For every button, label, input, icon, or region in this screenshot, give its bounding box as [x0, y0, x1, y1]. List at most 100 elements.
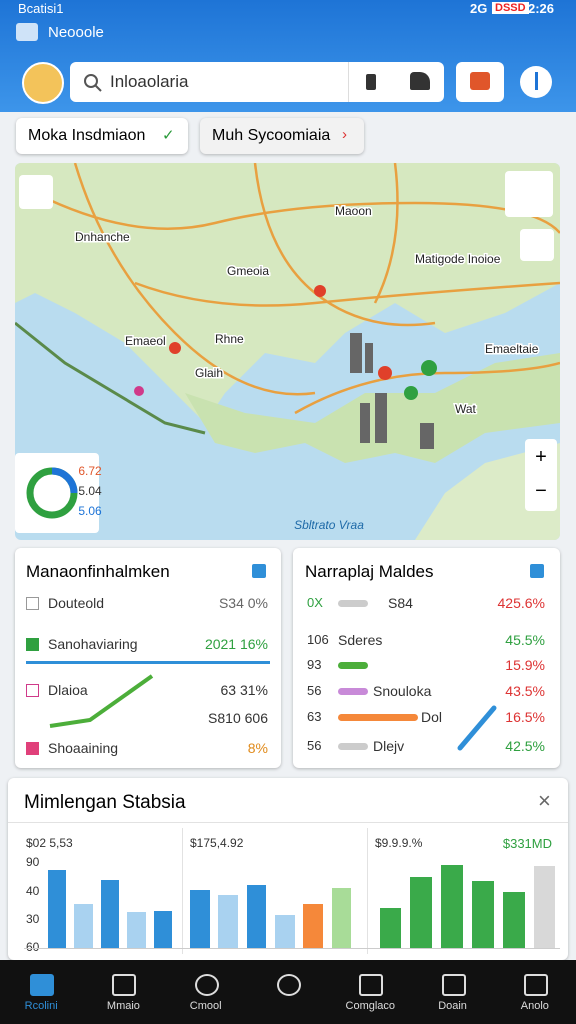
- nav-label[interactable]: Rcolini: [24, 1000, 58, 1012]
- y-label: 90: [26, 855, 40, 869]
- row-value: S810 606: [208, 710, 268, 726]
- avatar[interactable]: [22, 62, 64, 104]
- map-button[interactable]: [520, 229, 554, 261]
- map-button[interactable]: [505, 171, 553, 217]
- search-box[interactable]: [70, 62, 444, 102]
- bar: [48, 870, 67, 948]
- coast: [15, 321, 206, 435]
- row-icon: [26, 638, 39, 651]
- y-label: 40: [26, 884, 40, 898]
- nav-label[interactable]: Mmaio: [106, 1000, 140, 1012]
- row-label: Dlejv: [373, 738, 405, 754]
- baseline: [24, 948, 560, 949]
- bar: [472, 881, 494, 948]
- card-title: Narraplaj Maldes: [305, 562, 434, 581]
- nav-icon[interactable]: [194, 974, 219, 996]
- nav-icon[interactable]: [359, 974, 384, 996]
- trend-line: [49, 674, 154, 728]
- bar: [410, 877, 433, 948]
- row-value: 63 31%: [220, 682, 268, 698]
- map-label: Rhne: [215, 332, 244, 346]
- map-label: Emaeol: [125, 334, 166, 348]
- row-label: S84: [388, 595, 413, 611]
- badge: DSSD: [492, 2, 529, 14]
- zoom-in[interactable]: +: [535, 446, 547, 468]
- row-label: Shoaaining: [48, 740, 119, 756]
- check-icon: ✓: [162, 127, 175, 144]
- bar: [441, 865, 463, 948]
- row-value: 42.5%: [505, 738, 545, 754]
- bar: [127, 912, 146, 948]
- y-label: 60: [26, 940, 40, 954]
- row-number: 56: [307, 683, 322, 698]
- zoom-control[interactable]: [525, 439, 557, 511]
- attribution: Sbltrato Vraa: [294, 518, 364, 532]
- nav-label[interactable]: Cmool: [189, 1000, 222, 1012]
- row-number: 63: [307, 709, 322, 724]
- row-bar: [338, 662, 368, 669]
- divider: [182, 828, 183, 954]
- nav-icon[interactable]: [277, 974, 301, 996]
- row-icon: [26, 742, 39, 755]
- card-icon: [530, 564, 544, 578]
- map[interactable]: Dnhanche Maoon Matigode Inoioe Gmeoia Emaeol…: [15, 163, 560, 540]
- chip[interactable]: [16, 118, 188, 154]
- nav-label[interactable]: Comglaco: [345, 1000, 396, 1012]
- sheet-title: Mimlengan Stabsia: [24, 792, 186, 813]
- row-value: 2021 16%: [204, 636, 268, 652]
- bar: [502, 892, 525, 948]
- left-card: [15, 548, 281, 768]
- nav-icon[interactable]: [112, 974, 137, 996]
- map-label: Dnhanche: [75, 230, 130, 244]
- status-left: Bcatisi1: [18, 1, 64, 16]
- nav-icon[interactable]: [30, 974, 55, 996]
- app-title: Neooole: [48, 24, 104, 41]
- row-number: 93: [307, 657, 322, 672]
- bar: [100, 880, 120, 948]
- row-bar: [338, 688, 368, 695]
- donut: [51, 467, 78, 494]
- land: [185, 353, 560, 463]
- app-icon: [16, 23, 38, 41]
- close-button[interactable]: ×: [538, 788, 551, 813]
- chart-header: $9.9.9.%: [375, 836, 423, 850]
- nav-label[interactable]: Doain: [438, 1000, 467, 1012]
- row-label: Dlaioa: [48, 682, 88, 698]
- progress-line: [26, 661, 270, 664]
- search-icon: [84, 74, 102, 92]
- divider: [367, 828, 368, 954]
- card-title: Manaonfinhalmken: [26, 562, 170, 581]
- nav-label[interactable]: Anolo: [520, 1000, 549, 1012]
- city: [350, 333, 434, 449]
- nav-icon[interactable]: [441, 974, 466, 996]
- chart-header: $331MD: [502, 836, 552, 851]
- row-value: 8%: [247, 740, 268, 756]
- filter-button[interactable]: [366, 74, 376, 90]
- chart-header: $175,4.92: [190, 836, 244, 850]
- row-number: 106: [307, 632, 329, 647]
- row-value: 45.5%: [505, 632, 545, 648]
- nav-icon[interactable]: [523, 974, 548, 996]
- chevron-icon: ›: [342, 126, 347, 143]
- zoom-out[interactable]: −: [535, 480, 547, 502]
- bar: [331, 888, 352, 948]
- map-label: Maoon: [335, 204, 372, 218]
- right-card: [293, 548, 560, 768]
- row-number: 0X: [307, 595, 323, 610]
- chip[interactable]: [200, 118, 364, 154]
- row-icon: [26, 597, 39, 610]
- row-number: 56: [307, 738, 322, 753]
- row-label: Snouloka: [373, 683, 432, 699]
- layer-button[interactable]: [410, 72, 430, 90]
- row-label: Dol: [421, 709, 443, 725]
- stat: 5.04: [78, 484, 102, 498]
- row-label: Douteold: [48, 595, 105, 611]
- map-label: Wat: [455, 402, 477, 416]
- row-value: 16.5%: [505, 709, 545, 725]
- tools-icon: [470, 72, 490, 90]
- map-button[interactable]: [19, 175, 53, 209]
- bar: [218, 895, 239, 948]
- row-value: 425.6%: [497, 595, 545, 611]
- bar: [246, 885, 267, 948]
